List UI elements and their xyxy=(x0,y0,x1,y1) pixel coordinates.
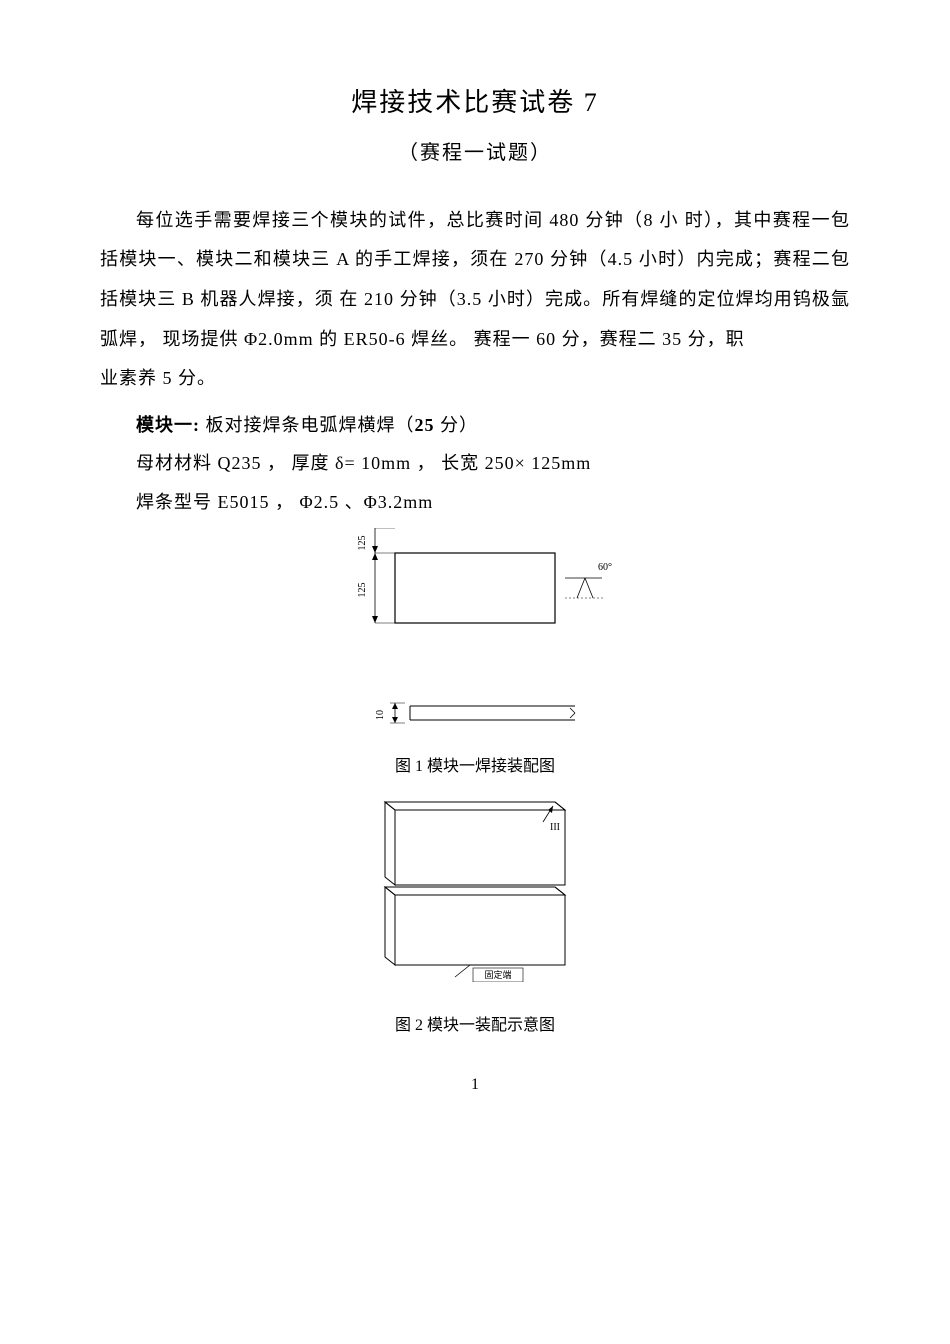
spec2: 焊条型号 E5015 ， Φ2.5 、Φ3.2mm xyxy=(100,486,850,518)
module1-score-suffix: 分） xyxy=(435,415,479,435)
diagram1b-svg: 10 xyxy=(335,688,615,738)
dim-125-top: 125 xyxy=(357,535,368,550)
page-number: 1 xyxy=(100,1071,850,1100)
diagram2-container: III 固定端 xyxy=(100,792,850,982)
figure1-caption: 图 1 模块一焊接装配图 xyxy=(100,753,850,782)
diagram2-svg: III 固定端 xyxy=(355,792,595,982)
page-title: 焊接技术比赛试卷 7 xyxy=(100,80,850,127)
label-iii: III xyxy=(550,822,560,833)
module1-title: 模块一: 板对接焊条电弧焊横焊（25 分） xyxy=(100,409,850,441)
diagram1-container: 125 125 60° 10 xyxy=(100,528,850,738)
page-subtitle: （赛程一试题） xyxy=(100,135,850,171)
intro-paragraph-end: 业素养 5 分。 xyxy=(100,359,850,399)
angle-60: 60° xyxy=(598,562,612,573)
spec1: 母材材料 Q235 ， 厚度 δ= 10mm ， 长宽 250× 125mm xyxy=(100,447,850,479)
label-fixed-end: 固定端 xyxy=(484,969,511,980)
module1-prefix: 模块一 xyxy=(136,415,193,435)
thickness-10: 10 xyxy=(375,710,386,720)
module1-score: 25 xyxy=(415,415,435,435)
module1-colon: : xyxy=(193,415,200,435)
intro-paragraph: 每位选手需要焊接三个模块的试件，总比赛时间 480 分钟（8 小 时），其中赛程… xyxy=(100,201,850,359)
diagram1-svg: 125 125 60° xyxy=(305,528,645,668)
figure2-caption: 图 2 模块一装配示意图 xyxy=(100,1012,850,1041)
dim-125-bottom: 125 xyxy=(357,582,368,597)
module1-rest: 板对接焊条电弧焊横焊（ xyxy=(200,415,415,435)
